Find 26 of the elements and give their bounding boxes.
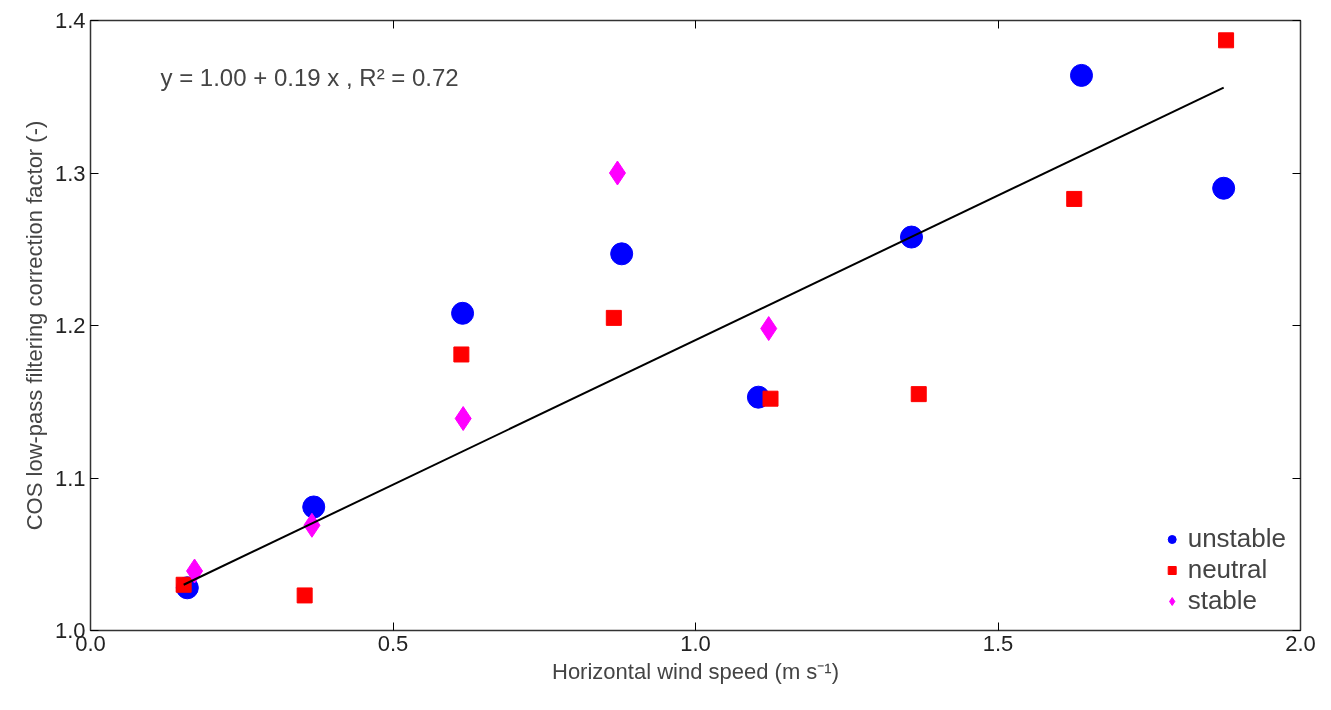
point xyxy=(1218,32,1235,49)
y-tick-label: 1.2 xyxy=(54,313,86,338)
point xyxy=(1066,190,1083,207)
point xyxy=(605,309,622,326)
x-axis-title: Horizontal wind speed (m s⁻¹) xyxy=(552,658,839,684)
point xyxy=(302,495,326,519)
point xyxy=(1069,63,1093,87)
x-tick-label: 1.5 xyxy=(982,630,1014,656)
y-tick-label: 1.4 xyxy=(54,8,86,33)
x-tick-label: 1.0 xyxy=(680,630,711,656)
point xyxy=(296,587,313,604)
y-tick-label: 1.3 xyxy=(54,160,86,186)
annotation: y = 1.00 + 0.19 x , R² = 0.72 xyxy=(160,63,459,91)
legend-label: unstable xyxy=(1187,523,1286,554)
legend-label: stable xyxy=(1187,585,1258,616)
y-tick-label: 1.1 xyxy=(54,465,86,491)
y-axis-title: COS low-pass filtering correction factor (-) xyxy=(21,120,47,531)
point xyxy=(1212,176,1236,200)
legend-label: neutral xyxy=(1187,554,1268,585)
point xyxy=(610,242,634,266)
x-tick-label: 0.5 xyxy=(377,630,409,656)
point xyxy=(451,301,475,325)
point xyxy=(910,386,927,403)
point xyxy=(453,346,470,363)
x-tick-label: 2.0 xyxy=(1285,630,1316,656)
point xyxy=(762,390,779,407)
